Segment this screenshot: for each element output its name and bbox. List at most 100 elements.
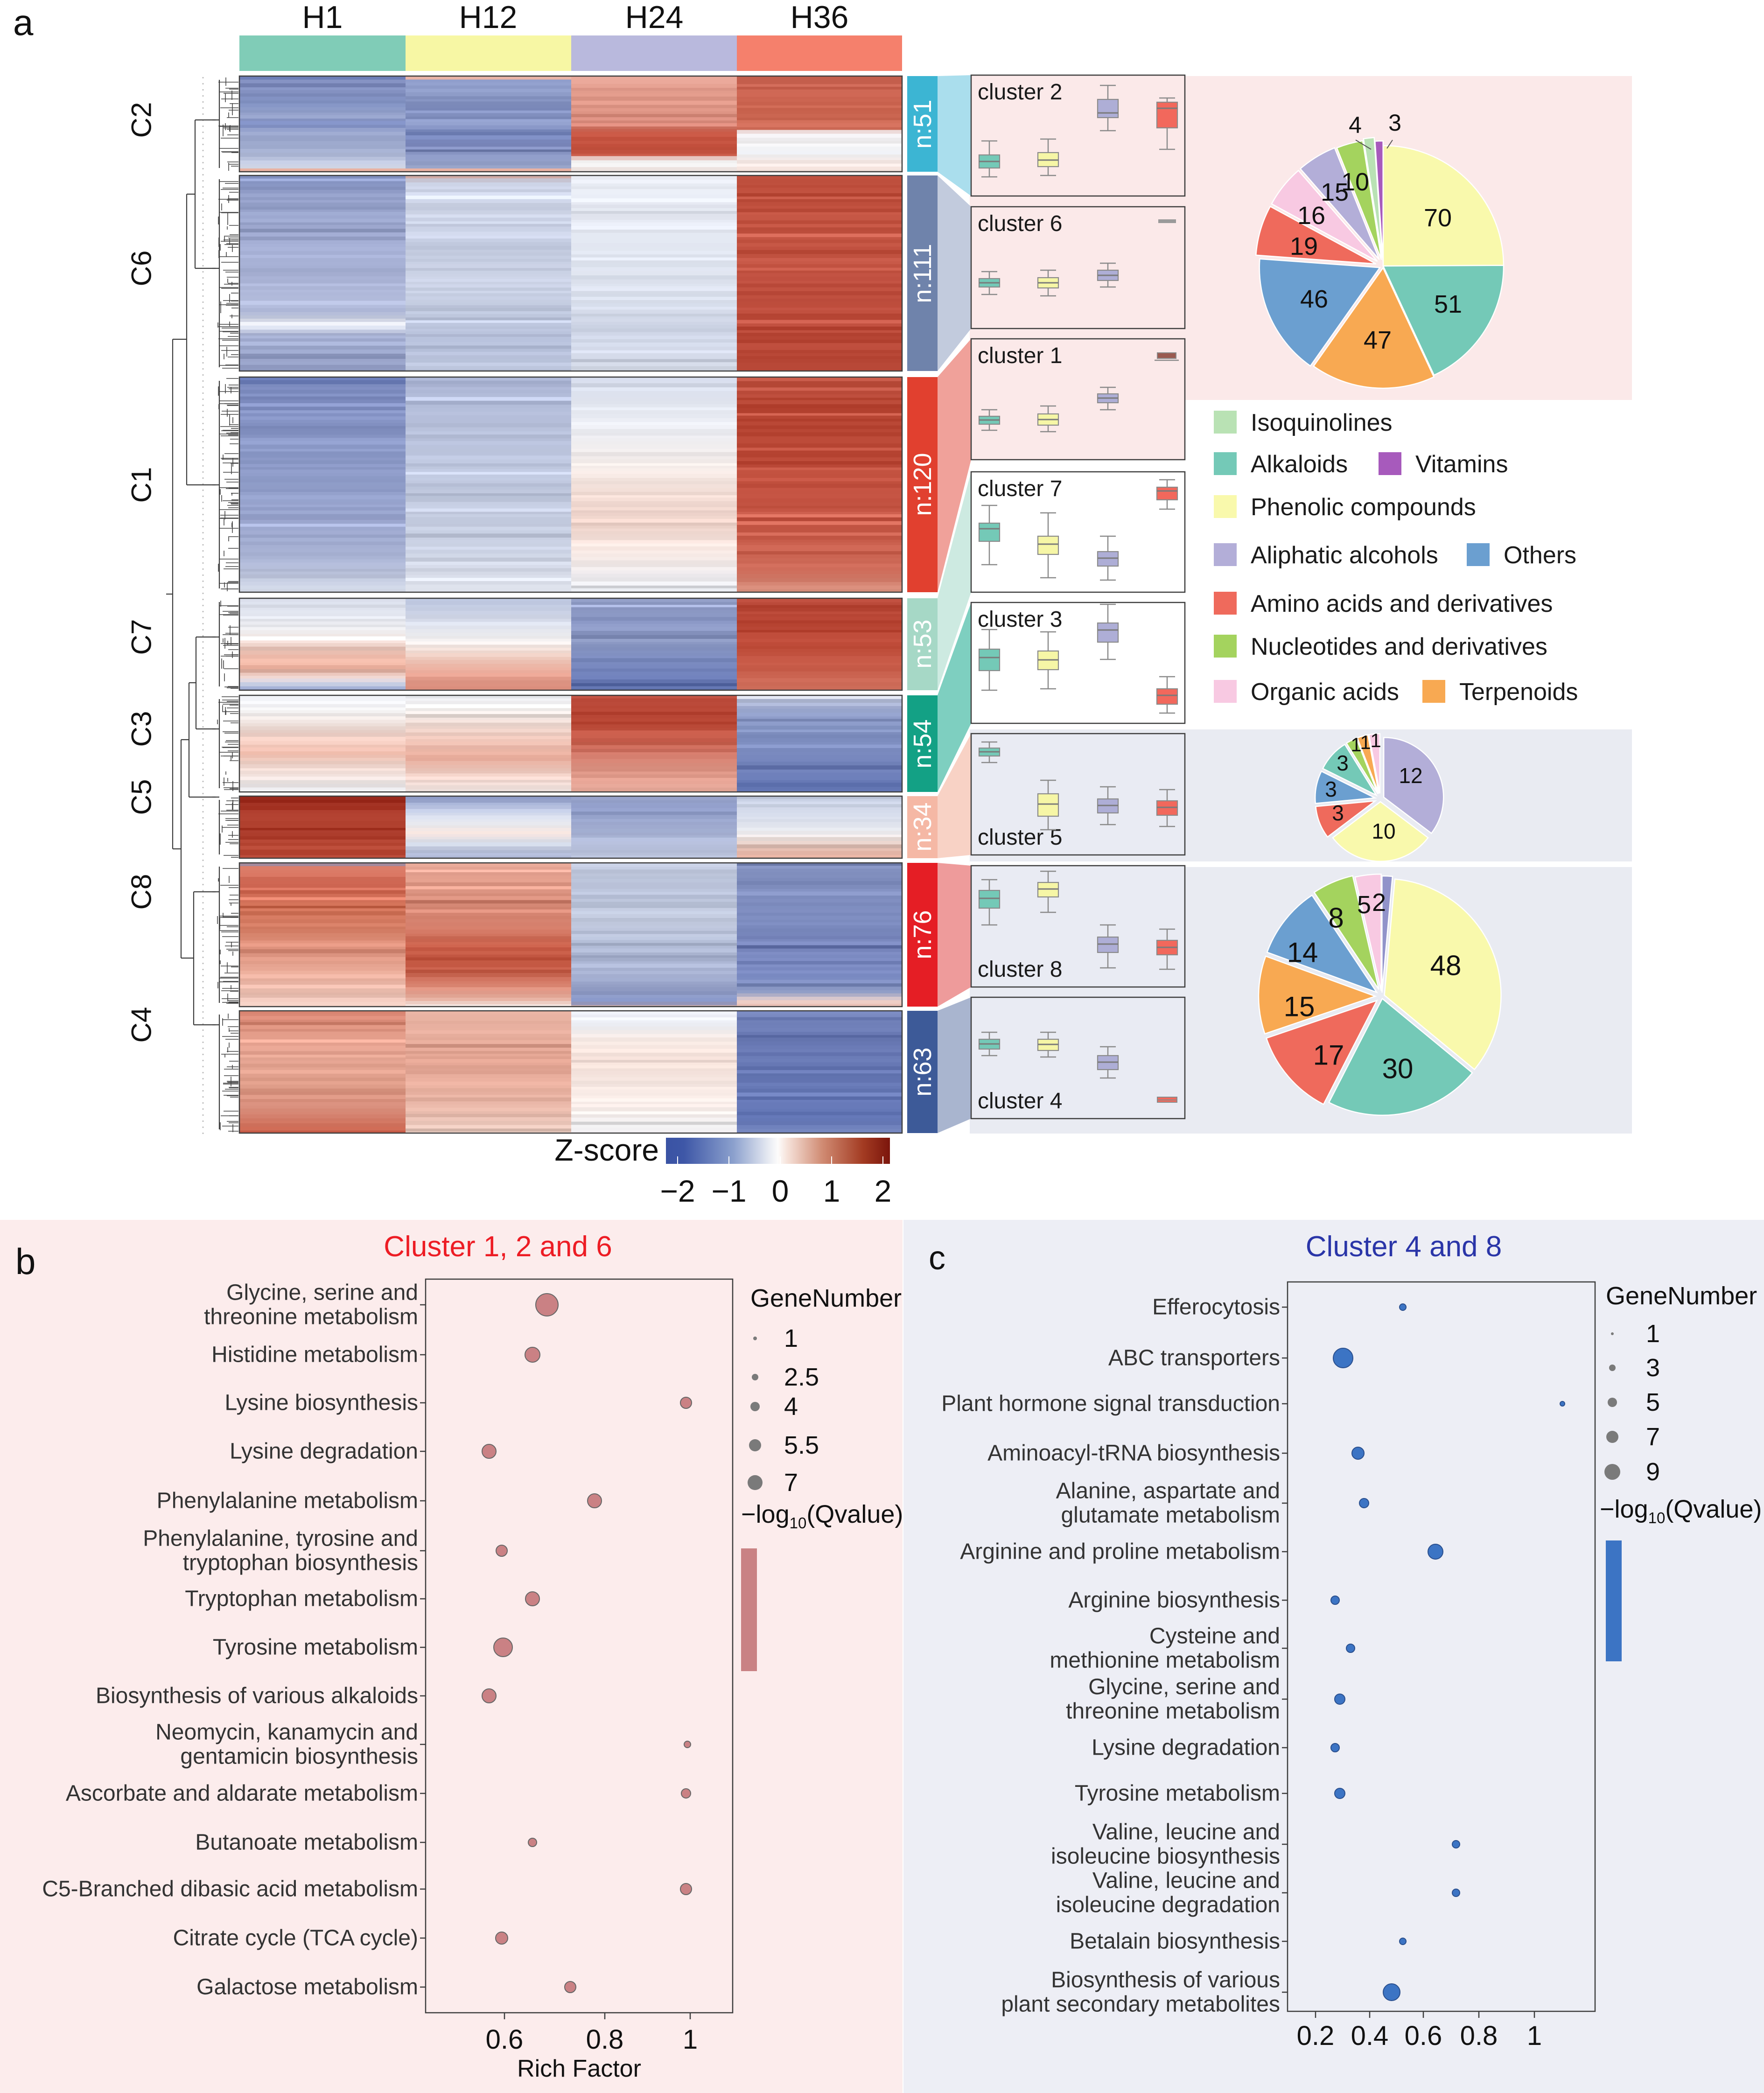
- svg-text:1: 1: [784, 1324, 798, 1352]
- svg-text:Efferocytosis: Efferocytosis: [1152, 1295, 1280, 1320]
- svg-text:Biosynthesis of various: Biosynthesis of various: [1051, 1968, 1280, 1993]
- svg-text:10: 10: [1372, 819, 1395, 843]
- svg-text:Others: Others: [1504, 542, 1576, 569]
- svg-text:−log10(Qvalue): −log10(Qvalue): [741, 1500, 903, 1532]
- svg-text:threonine metabolism: threonine metabolism: [204, 1305, 418, 1330]
- svg-text:7: 7: [1646, 1423, 1660, 1451]
- svg-text:0.2: 0.2: [1297, 2021, 1335, 2051]
- svg-text:2: 2: [1372, 889, 1386, 917]
- svg-text:methionine metabolism: methionine metabolism: [1050, 1648, 1280, 1673]
- svg-text:3: 3: [1646, 1354, 1660, 1382]
- svg-text:plant secondary metabolites: plant secondary metabolites: [1001, 1992, 1280, 2017]
- svg-text:gentamicin biosynthesis: gentamicin biosynthesis: [180, 1744, 418, 1769]
- svg-text:Lysine degradation: Lysine degradation: [230, 1439, 418, 1464]
- svg-text:cluster 7: cluster 7: [978, 476, 1062, 501]
- svg-text:H12: H12: [459, 0, 518, 35]
- svg-text:cluster 8: cluster 8: [978, 957, 1062, 982]
- svg-text:47: 47: [1364, 326, 1392, 354]
- svg-text:1: 1: [1370, 729, 1381, 751]
- svg-text:Lysine degradation: Lysine degradation: [1092, 1736, 1280, 1760]
- svg-text:4: 4: [784, 1393, 798, 1421]
- svg-text:Cluster 1, 2 and 6: Cluster 1, 2 and 6: [384, 1231, 612, 1263]
- svg-text:0.4: 0.4: [1351, 2021, 1389, 2051]
- svg-text:tryptophan biosynthesis: tryptophan biosynthesis: [183, 1551, 418, 1575]
- svg-text:12: 12: [1399, 763, 1422, 788]
- svg-text:C2: C2: [126, 102, 157, 138]
- svg-text:Biosynthesis of various alkalo: Biosynthesis of various alkaloids: [96, 1684, 418, 1708]
- svg-text:1: 1: [1360, 731, 1371, 753]
- svg-text:7: 7: [784, 1469, 798, 1497]
- svg-text:C6: C6: [126, 251, 157, 287]
- svg-text:GeneNumber: GeneNumber: [1606, 1282, 1757, 1310]
- svg-text:2: 2: [875, 1174, 892, 1208]
- svg-text:Arginine biosynthesis: Arginine biosynthesis: [1068, 1588, 1280, 1613]
- svg-text:isoleucine degradation: isoleucine degradation: [1056, 1893, 1280, 1918]
- svg-text:C8: C8: [126, 874, 157, 910]
- svg-text:Alanine, aspartate and: Alanine, aspartate and: [1056, 1479, 1280, 1504]
- svg-text:3: 3: [1332, 801, 1344, 825]
- svg-text:46: 46: [1300, 285, 1328, 313]
- svg-text:Glycine, serine and: Glycine, serine and: [226, 1281, 418, 1305]
- svg-text:C1: C1: [126, 467, 157, 503]
- svg-text:C5: C5: [126, 779, 157, 815]
- svg-text:Z-score: Z-score: [554, 1133, 659, 1167]
- svg-text:0: 0: [772, 1174, 789, 1208]
- svg-text:Neomycin, kanamycin and: Neomycin, kanamycin and: [155, 1720, 418, 1745]
- svg-text:9: 9: [1646, 1458, 1660, 1486]
- svg-text:Phenylalanine, tyrosine and: Phenylalanine, tyrosine and: [143, 1526, 418, 1551]
- svg-text:Butanoate metabolism: Butanoate metabolism: [195, 1830, 418, 1855]
- svg-text:Aminoacyl-tRNA biosynthesis: Aminoacyl-tRNA biosynthesis: [987, 1441, 1280, 1466]
- svg-text:3: 3: [1337, 751, 1349, 775]
- svg-text:a: a: [13, 2, 34, 43]
- svg-text:C4: C4: [126, 1007, 157, 1043]
- svg-text:H36: H36: [791, 0, 849, 35]
- svg-text:16: 16: [1297, 202, 1325, 230]
- svg-text:1: 1: [1527, 2021, 1542, 2051]
- svg-text:cluster 1: cluster 1: [978, 343, 1062, 368]
- svg-text:17: 17: [1313, 1040, 1344, 1071]
- svg-text:Cluster 4 and 8: Cluster 4 and 8: [1306, 1231, 1502, 1263]
- svg-text:Organic acids: Organic acids: [1251, 679, 1399, 706]
- svg-text:Cysteine and: Cysteine and: [1149, 1624, 1280, 1649]
- svg-text:Nucleotides and derivatives: Nucleotides and derivatives: [1251, 633, 1547, 660]
- svg-text:Histidine metabolism: Histidine metabolism: [211, 1343, 418, 1367]
- svg-text:Lysine biosynthesis: Lysine biosynthesis: [225, 1391, 418, 1415]
- svg-text:3: 3: [1325, 777, 1337, 801]
- svg-text:10: 10: [1341, 168, 1369, 196]
- svg-text:1: 1: [683, 2024, 698, 2055]
- svg-text:Ascorbate and aldarate metabol: Ascorbate and aldarate metabolism: [66, 1781, 418, 1806]
- svg-text:Phenylalanine metabolism: Phenylalanine metabolism: [157, 1489, 418, 1513]
- svg-text:0.8: 0.8: [1460, 2021, 1498, 2051]
- svg-text:2.5: 2.5: [784, 1363, 819, 1391]
- svg-text:C7: C7: [126, 619, 157, 655]
- svg-text:51: 51: [1434, 290, 1462, 318]
- svg-text:H1: H1: [302, 0, 343, 35]
- svg-text:8: 8: [1328, 903, 1344, 934]
- svg-text:0.6: 0.6: [1405, 2021, 1442, 2051]
- svg-text:70: 70: [1424, 204, 1452, 232]
- svg-text:Rich Factor: Rich Factor: [517, 2055, 641, 2082]
- svg-text:0.8: 0.8: [586, 2024, 624, 2055]
- svg-text:n:54: n:54: [909, 719, 937, 768]
- svg-text:cluster 3: cluster 3: [978, 607, 1062, 632]
- svg-text:n:76: n:76: [909, 910, 937, 959]
- svg-text:5: 5: [1357, 891, 1371, 919]
- svg-text:1: 1: [1646, 1320, 1660, 1348]
- svg-text:Arginine and proline metabolis: Arginine and proline metabolism: [960, 1540, 1280, 1564]
- svg-text:cluster 4: cluster 4: [978, 1089, 1062, 1113]
- svg-text:glutamate metabolism: glutamate metabolism: [1061, 1503, 1280, 1528]
- svg-text:n:53: n:53: [909, 619, 937, 668]
- svg-text:14: 14: [1287, 937, 1318, 968]
- svg-text:30: 30: [1382, 1053, 1414, 1085]
- svg-text:GeneNumber: GeneNumber: [750, 1284, 902, 1312]
- svg-text:0.6: 0.6: [486, 2024, 524, 2055]
- svg-text:−2: −2: [660, 1174, 695, 1208]
- svg-text:Terpenoids: Terpenoids: [1459, 679, 1578, 706]
- svg-text:C5-Branched dibasic acid metab: C5-Branched dibasic acid metabolism: [42, 1877, 418, 1902]
- svg-text:Tyrosine metabolism: Tyrosine metabolism: [213, 1635, 418, 1660]
- svg-text:Vitamins: Vitamins: [1415, 451, 1508, 478]
- svg-text:cluster 5: cluster 5: [978, 825, 1062, 850]
- svg-text:Amino acids and derivatives: Amino acids and derivatives: [1251, 590, 1553, 617]
- svg-text:C3: C3: [126, 711, 157, 747]
- svg-text:threonine metabolism: threonine metabolism: [1066, 1699, 1280, 1724]
